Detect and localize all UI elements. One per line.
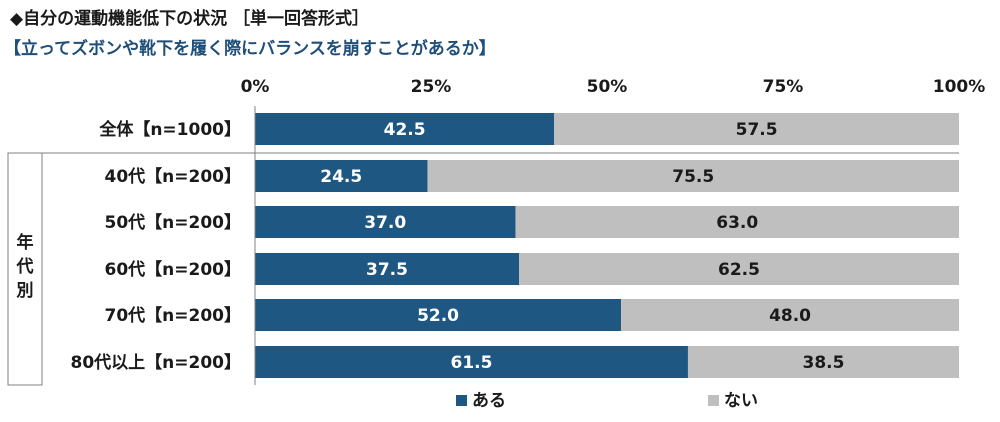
- data-label: 63.0: [716, 213, 758, 233]
- data-label: 37.0: [364, 213, 406, 233]
- bar-nai: [515, 206, 959, 238]
- bar-nai: [554, 113, 959, 145]
- data-label: 48.0: [769, 306, 811, 326]
- group-bracket: [7, 152, 43, 386]
- group-label-char: 代: [16, 256, 34, 277]
- x-tick-label: 0%: [241, 77, 270, 97]
- x-tick-label: 25%: [411, 77, 452, 97]
- chart-title: ◆自分の運動機能低下の状況 ［単一回答形式］: [10, 9, 369, 29]
- group-label-char: 年: [17, 232, 34, 253]
- legend-swatch-aru: [456, 395, 467, 406]
- bar-aru: [255, 160, 428, 192]
- group-label-char: 別: [16, 281, 34, 301]
- category-label: 60代【n=200】: [105, 259, 242, 280]
- bar-nai: [687, 346, 959, 378]
- bar-aru: [255, 253, 519, 285]
- bar-aru: [255, 299, 622, 331]
- data-label: 24.5: [320, 167, 362, 187]
- legend-label-aru: ある: [472, 391, 506, 411]
- chart-subtitle: 【立ってズボンや靴下を履く際にバランスを崩すことがあるか】: [4, 39, 496, 59]
- data-label: 57.5: [736, 120, 778, 140]
- bar-aru: [255, 113, 555, 145]
- category-label: 40代【n=200】: [105, 166, 242, 187]
- bar-aru: [255, 346, 688, 378]
- legend-swatch-nai: [708, 395, 719, 406]
- category-label: 全体【n=1000】: [98, 119, 241, 140]
- data-label: 52.0: [417, 306, 459, 326]
- data-label: 37.5: [366, 260, 408, 280]
- data-label: 75.5: [672, 167, 714, 187]
- data-label: 42.5: [384, 120, 426, 140]
- category-label: 70代【n=200】: [105, 305, 242, 326]
- category-label: 50代【n=200】: [105, 212, 242, 233]
- category-label: 80代以上【n=200】: [71, 352, 242, 373]
- data-label: 61.5: [451, 353, 493, 373]
- bar-nai: [427, 160, 960, 192]
- x-tick-label: 100%: [933, 77, 986, 97]
- data-label: 62.5: [718, 260, 760, 280]
- x-tick-label: 75%: [763, 77, 804, 97]
- x-tick-label: 50%: [587, 77, 628, 97]
- legend-label-nai: ない: [724, 391, 758, 411]
- bar-aru: [255, 206, 516, 238]
- bar-nai: [621, 299, 959, 331]
- data-label: 38.5: [803, 353, 845, 373]
- bar-nai: [519, 253, 959, 285]
